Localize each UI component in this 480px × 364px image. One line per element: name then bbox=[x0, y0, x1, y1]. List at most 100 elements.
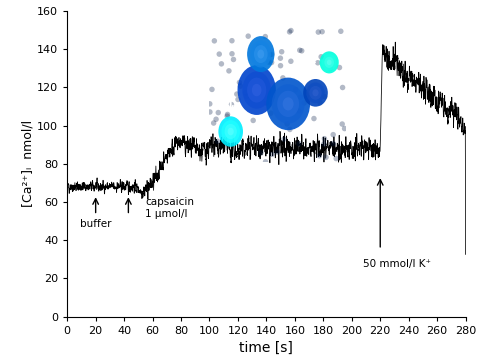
Ellipse shape bbox=[324, 57, 334, 68]
Ellipse shape bbox=[342, 126, 348, 131]
Ellipse shape bbox=[280, 75, 286, 81]
Ellipse shape bbox=[324, 155, 329, 160]
Ellipse shape bbox=[229, 51, 235, 56]
Ellipse shape bbox=[251, 118, 256, 123]
Ellipse shape bbox=[278, 63, 283, 68]
Ellipse shape bbox=[248, 95, 254, 101]
Ellipse shape bbox=[277, 55, 283, 61]
Ellipse shape bbox=[297, 47, 302, 53]
Ellipse shape bbox=[242, 71, 271, 109]
Ellipse shape bbox=[330, 141, 336, 146]
Ellipse shape bbox=[315, 60, 321, 66]
Ellipse shape bbox=[327, 66, 333, 71]
Text: capsaicin
1 μmol/l: capsaicin 1 μmol/l bbox=[145, 197, 194, 218]
Ellipse shape bbox=[257, 50, 264, 59]
Ellipse shape bbox=[309, 86, 322, 100]
Y-axis label: [Ca²⁺]ᵢ  nmol/l: [Ca²⁺]ᵢ nmol/l bbox=[21, 120, 34, 207]
Ellipse shape bbox=[229, 38, 235, 43]
Ellipse shape bbox=[263, 159, 268, 165]
Ellipse shape bbox=[327, 60, 332, 65]
Ellipse shape bbox=[266, 60, 272, 65]
Ellipse shape bbox=[287, 29, 292, 35]
Ellipse shape bbox=[330, 132, 336, 138]
Ellipse shape bbox=[251, 41, 271, 68]
Ellipse shape bbox=[275, 149, 280, 155]
Ellipse shape bbox=[308, 92, 313, 98]
Ellipse shape bbox=[322, 136, 327, 142]
Ellipse shape bbox=[247, 36, 275, 72]
Ellipse shape bbox=[319, 29, 325, 35]
Ellipse shape bbox=[269, 60, 275, 65]
Ellipse shape bbox=[296, 108, 301, 114]
Ellipse shape bbox=[224, 127, 229, 133]
Ellipse shape bbox=[225, 113, 230, 119]
Ellipse shape bbox=[266, 78, 310, 130]
Text: 50 mmol/l K⁺: 50 mmol/l K⁺ bbox=[363, 259, 432, 269]
Ellipse shape bbox=[243, 90, 248, 96]
Ellipse shape bbox=[322, 54, 336, 71]
Ellipse shape bbox=[266, 59, 272, 65]
Ellipse shape bbox=[257, 93, 263, 99]
Ellipse shape bbox=[315, 87, 321, 92]
Ellipse shape bbox=[283, 97, 294, 110]
Ellipse shape bbox=[247, 78, 266, 103]
Ellipse shape bbox=[306, 82, 325, 103]
Ellipse shape bbox=[279, 49, 285, 55]
Ellipse shape bbox=[272, 84, 304, 124]
Ellipse shape bbox=[281, 136, 287, 142]
Ellipse shape bbox=[318, 54, 324, 60]
Ellipse shape bbox=[225, 112, 230, 117]
Ellipse shape bbox=[228, 128, 234, 135]
Ellipse shape bbox=[234, 91, 240, 97]
Ellipse shape bbox=[312, 89, 319, 96]
Ellipse shape bbox=[245, 33, 251, 39]
Ellipse shape bbox=[207, 101, 213, 107]
Ellipse shape bbox=[216, 110, 221, 115]
Ellipse shape bbox=[269, 52, 275, 57]
Ellipse shape bbox=[269, 151, 275, 157]
Ellipse shape bbox=[216, 51, 222, 57]
Ellipse shape bbox=[296, 141, 302, 146]
Ellipse shape bbox=[268, 110, 274, 116]
Ellipse shape bbox=[244, 94, 250, 99]
Ellipse shape bbox=[334, 156, 339, 161]
Ellipse shape bbox=[235, 97, 241, 102]
Ellipse shape bbox=[226, 68, 232, 74]
Ellipse shape bbox=[277, 91, 299, 117]
Ellipse shape bbox=[263, 34, 268, 39]
Ellipse shape bbox=[212, 38, 217, 44]
Ellipse shape bbox=[238, 83, 243, 89]
Ellipse shape bbox=[219, 61, 224, 67]
Ellipse shape bbox=[317, 153, 322, 159]
Ellipse shape bbox=[228, 102, 234, 107]
Ellipse shape bbox=[337, 65, 342, 70]
Ellipse shape bbox=[252, 84, 262, 96]
Text: buffer: buffer bbox=[80, 219, 111, 229]
Ellipse shape bbox=[213, 116, 219, 122]
Ellipse shape bbox=[238, 65, 276, 115]
Ellipse shape bbox=[317, 100, 323, 106]
Ellipse shape bbox=[284, 121, 290, 127]
Ellipse shape bbox=[293, 87, 298, 92]
Ellipse shape bbox=[211, 120, 216, 126]
Ellipse shape bbox=[288, 59, 294, 64]
Ellipse shape bbox=[221, 120, 240, 143]
Ellipse shape bbox=[301, 100, 307, 106]
Ellipse shape bbox=[264, 100, 269, 106]
Ellipse shape bbox=[320, 51, 339, 74]
Ellipse shape bbox=[254, 45, 268, 63]
Ellipse shape bbox=[207, 109, 213, 115]
Ellipse shape bbox=[303, 79, 328, 107]
Ellipse shape bbox=[231, 57, 236, 62]
Ellipse shape bbox=[315, 29, 321, 35]
Ellipse shape bbox=[288, 28, 294, 33]
Ellipse shape bbox=[267, 52, 273, 58]
Ellipse shape bbox=[215, 139, 220, 144]
Ellipse shape bbox=[256, 43, 262, 49]
Ellipse shape bbox=[218, 116, 243, 147]
Ellipse shape bbox=[258, 150, 264, 156]
Ellipse shape bbox=[321, 141, 327, 147]
Ellipse shape bbox=[299, 48, 304, 54]
Ellipse shape bbox=[209, 87, 215, 92]
Ellipse shape bbox=[287, 127, 293, 132]
